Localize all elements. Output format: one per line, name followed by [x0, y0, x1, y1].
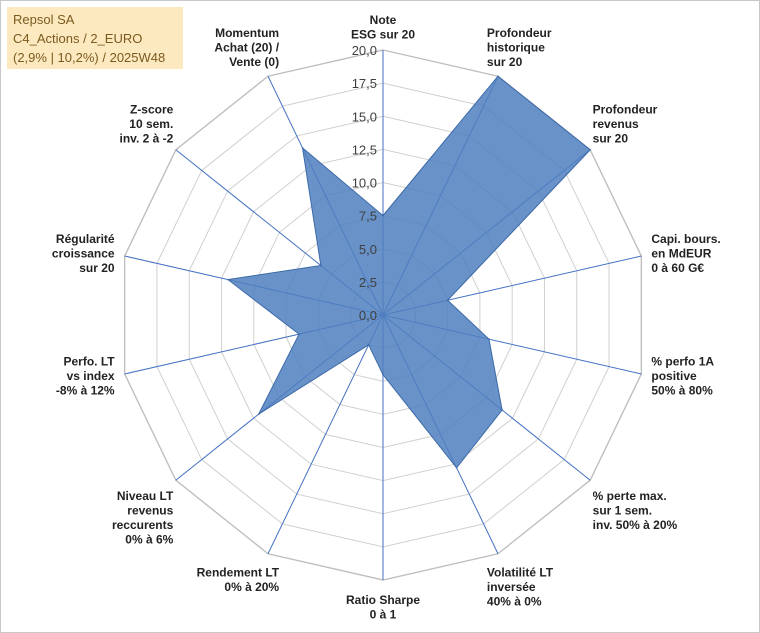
data-point: [455, 467, 458, 469]
tick-label: 12,5: [352, 142, 377, 157]
tick-label: 0,0: [359, 308, 377, 323]
axis-label: Z-score 10 sem. inv. 2 à -2: [120, 102, 174, 145]
axis-label: Régularité croissance sur 20: [52, 232, 115, 275]
data-point: [298, 333, 300, 335]
data-point: [257, 413, 260, 415]
data-point: [320, 264, 322, 267]
data-point: [589, 148, 591, 151]
data-point: [301, 147, 304, 149]
data-point: [497, 75, 499, 78]
data-point: [446, 299, 449, 302]
company-name: Repsol SA: [13, 12, 75, 27]
radar-series: [226, 75, 591, 469]
data-point: [382, 373, 384, 376]
tick-label: 10,0: [352, 176, 377, 191]
axis-label: Volatilité LT inversée 40% à 0%: [487, 566, 554, 609]
axis-spoke: [267, 314, 384, 554]
title-box: Repsol SA C4_Actions / 2_EURO (2,9% | 10…: [7, 7, 183, 69]
axis-label: Perfo. LT vs index -8% à 12%: [56, 355, 115, 398]
data-point: [501, 409, 503, 411]
tick-label: 20,0: [352, 43, 377, 58]
axis-label: Capi. bours. en MdEUR 0 à 60 G€: [651, 232, 720, 275]
axis-label: Niveau LT revenus reccurents 0% à 6%: [112, 489, 174, 547]
tick-label: 7,5: [359, 209, 377, 224]
tick-label: 2,5: [359, 275, 377, 290]
performance-period: (2,9% | 10,2%) / 2025W48: [13, 50, 166, 65]
axis-label: Profondeur revenus sur 20: [593, 102, 658, 145]
series-area: [226, 75, 591, 469]
axis-label: % perte max. sur 1 sem. inv. 50% à 20%: [593, 489, 678, 532]
data-point: [227, 278, 229, 281]
tick-label: 5,0: [359, 242, 377, 257]
axis-label: Profondeur historique sur 20: [487, 26, 552, 69]
data-point: [382, 214, 384, 217]
tick-label: 17,5: [352, 76, 377, 91]
tick-label: 15,0: [352, 109, 377, 124]
portfolio-category: C4_Actions / 2_EURO: [13, 31, 143, 46]
axis-label: Ratio Sharpe 0 à 1: [346, 593, 420, 622]
data-point: [367, 344, 370, 346]
axis-label: Note ESG sur 20: [351, 13, 415, 42]
axis-labels: Note ESG sur 20 Profondeur historique sur 20…: [52, 13, 721, 622]
axis-label: Momentum Achat (20) / Vente (0): [214, 26, 279, 69]
data-point: [488, 338, 490, 340]
axis-label: Rendement LT 0% à 20%: [197, 566, 280, 595]
radial-tick-labels: 0,0 2,5 5,0 7,5 10,0 12,5 15,0 17,5 20,0: [352, 43, 377, 323]
axis-label: % perfo 1A positive 50% à 80%: [651, 355, 714, 398]
